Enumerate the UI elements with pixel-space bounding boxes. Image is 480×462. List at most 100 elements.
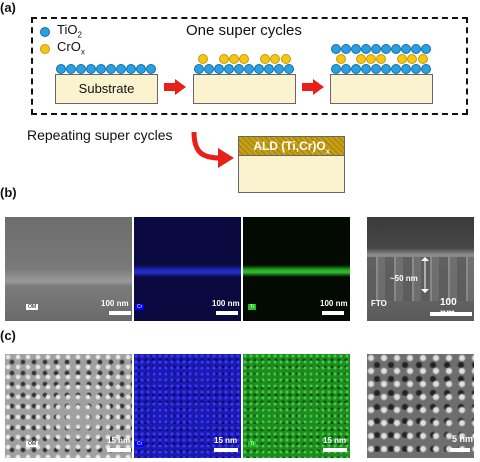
scale-bar <box>109 311 131 315</box>
thickness-label: ~50 nm <box>390 274 418 283</box>
tio2-particle <box>264 64 274 74</box>
repeating-cycles-label: Repeating super cycles <box>27 127 173 143</box>
thickness-arrow-icon <box>421 257 429 293</box>
tio2-particle <box>136 64 146 74</box>
tio2-particle <box>284 64 294 74</box>
scale-label: 15 nm <box>214 436 238 445</box>
tio2-particle <box>56 64 66 74</box>
ald-film-label: ALD (Ti,Cr)Ox <box>239 137 344 156</box>
tio2-particle <box>391 64 401 74</box>
crox-particle <box>229 54 239 64</box>
crox-particle <box>219 54 229 64</box>
right-arrow-icon <box>164 79 186 95</box>
scale-label: 5 nm <box>452 434 474 444</box>
tio2-particle <box>401 64 411 74</box>
stem-image: OM 15 nm <box>5 354 132 458</box>
tio2-particle <box>411 64 421 74</box>
tio2-particle <box>66 64 76 74</box>
tio2-particle <box>194 64 204 74</box>
tio2-particle <box>401 44 411 54</box>
tio2-legend-label: TiO2 <box>57 22 82 40</box>
crox-particle <box>239 54 249 64</box>
cr-eds-map: Cr 100 nm <box>134 217 241 321</box>
substrate-2 <box>193 74 296 104</box>
scale-label: 100 nm <box>320 299 348 308</box>
tio2-particle <box>86 64 96 74</box>
image-tag: OM <box>26 441 39 447</box>
tio2-particle <box>381 44 391 54</box>
scale-label: 15 nm <box>107 436 131 445</box>
crox-particle <box>397 54 407 64</box>
cr-eds-map: Cr 15 nm <box>134 354 241 458</box>
crox-particle <box>336 54 346 64</box>
tio2-particle <box>381 64 391 74</box>
crox-particle <box>366 54 376 64</box>
image-tag: Cr <box>135 441 145 447</box>
tio2-particle <box>421 64 431 74</box>
scale-bar <box>450 448 470 452</box>
crox-legend-label: CrOx <box>57 39 85 57</box>
tio2-particle <box>351 64 361 74</box>
tio2-particle <box>224 64 234 74</box>
tio2-particle <box>96 64 106 74</box>
image-tag: OM <box>26 304 39 310</box>
hr-stem-image: 5 nm <box>367 354 474 458</box>
tio2-particle <box>204 64 214 74</box>
ti-eds-map: Ti 15 nm <box>243 354 350 458</box>
crox-particle <box>198 54 208 64</box>
scale-bar <box>107 448 131 452</box>
right-arrow-icon <box>302 79 324 95</box>
scale-bar <box>322 311 344 315</box>
crox-particle <box>407 54 417 64</box>
substrate-1: Substrate <box>55 74 158 104</box>
tio2-particle <box>214 64 224 74</box>
substrate-3 <box>330 74 433 104</box>
tio2-particle <box>244 64 254 74</box>
tio2-particle <box>371 64 381 74</box>
crox-particle <box>356 54 366 64</box>
tio2-particle <box>421 44 431 54</box>
tio2-particle <box>126 64 136 74</box>
sem-fto-image: ~50 nm FTO 100 nm <box>367 217 474 321</box>
crox-particle <box>281 54 291 64</box>
crox-particle <box>270 54 280 64</box>
super-cycle-box <box>31 17 468 115</box>
final-film: ALD (Ti,Cr)Ox <box>238 136 345 193</box>
tio2-particle <box>76 64 86 74</box>
scale-label: 100 nm <box>101 299 129 308</box>
sem-cross-section-image: OM 100 nm <box>5 217 132 321</box>
tio2-legend-dot <box>40 27 50 37</box>
tio2-particle <box>146 64 156 74</box>
tio2-particle <box>106 64 116 74</box>
crox-legend-dot <box>40 44 50 54</box>
tio2-particle <box>234 64 244 74</box>
tio2-particle <box>331 44 341 54</box>
panel-label-c: (c) <box>0 328 16 343</box>
crox-particle <box>376 54 386 64</box>
substrate-label: Substrate <box>78 81 135 96</box>
tio2-particle <box>254 64 264 74</box>
scale-bar <box>323 448 347 452</box>
tio2-particle <box>351 44 361 54</box>
tio2-particle <box>341 64 351 74</box>
scale-label: 100 nm <box>212 299 240 308</box>
crox-particle <box>260 54 270 64</box>
scale-bar <box>214 448 238 452</box>
image-tag: Cr <box>135 304 145 310</box>
tio2-particle <box>361 64 371 74</box>
tio2-particle <box>116 64 126 74</box>
panel-label-a: (a) <box>0 0 16 15</box>
tio2-particle <box>411 44 421 54</box>
tio2-particle <box>341 44 351 54</box>
image-tag: Ti <box>248 304 256 310</box>
curved-arrow-icon <box>191 131 234 168</box>
tio2-particle <box>361 44 371 54</box>
super-cycle-title: One super cycles <box>186 22 302 39</box>
ti-eds-map: Ti 100 nm <box>243 217 350 321</box>
scale-bar <box>216 311 238 315</box>
fto-label: FTO <box>371 299 387 308</box>
image-tag: Ti <box>248 441 256 447</box>
tio2-particle <box>391 44 401 54</box>
tio2-particle <box>274 64 284 74</box>
panel-label-b: (b) <box>0 185 17 200</box>
